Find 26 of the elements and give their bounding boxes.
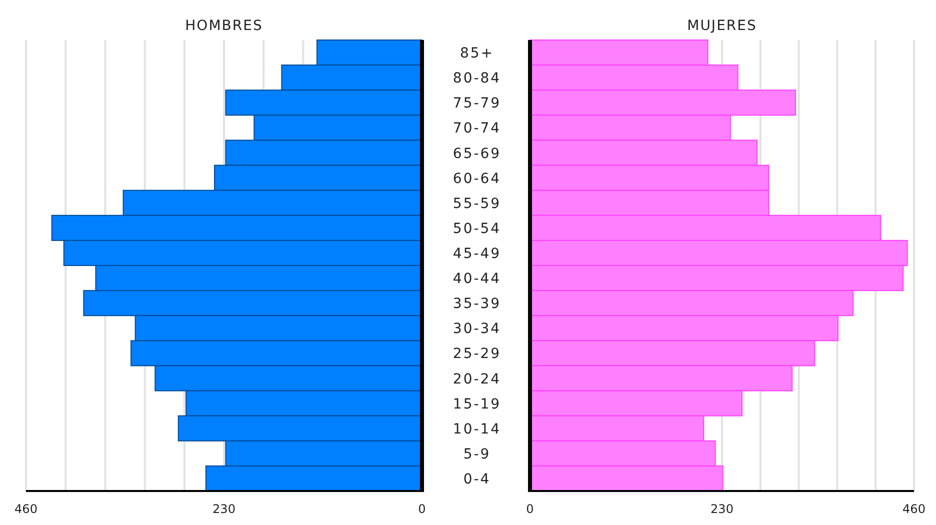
- x-tick-label: 0: [418, 502, 426, 516]
- y-tick-label: 10-14: [452, 421, 502, 438]
- y-tick-label: 50-54: [452, 220, 502, 237]
- y-tick-label: 60-64: [452, 170, 502, 187]
- x-tick-label: 460: [902, 502, 926, 516]
- y-tick-label: 40-44: [452, 271, 502, 288]
- y-tick-label: 55-59: [452, 196, 502, 212]
- y-tick-label: 0-4: [463, 471, 491, 488]
- y-tick-label: 35-39: [452, 296, 502, 312]
- chart-title: MUJERES: [687, 18, 757, 34]
- x-tick-label: 460: [14, 502, 38, 516]
- y-tick-label: 15-19: [452, 396, 502, 412]
- y-tick-label: 85+: [460, 46, 494, 62]
- y-tick-label: 65-69: [452, 146, 502, 162]
- y-tick-label: 20-24: [452, 371, 502, 388]
- x-tick-label: 230: [710, 502, 734, 516]
- y-tick-label: 75-79: [452, 96, 502, 112]
- y-tick-label: 5-9: [463, 446, 491, 462]
- x-tick-label: 230: [212, 502, 236, 516]
- y-tick-label: 70-74: [452, 120, 502, 137]
- y-tick-label: 30-34: [452, 321, 502, 338]
- x-tick-label: 0: [526, 502, 534, 516]
- y-tick-label: 80-84: [452, 70, 502, 87]
- y-tick-label: 45-49: [452, 246, 502, 262]
- chart-title: HOMBRES: [185, 18, 263, 34]
- y-tick-label: 25-29: [452, 346, 502, 362]
